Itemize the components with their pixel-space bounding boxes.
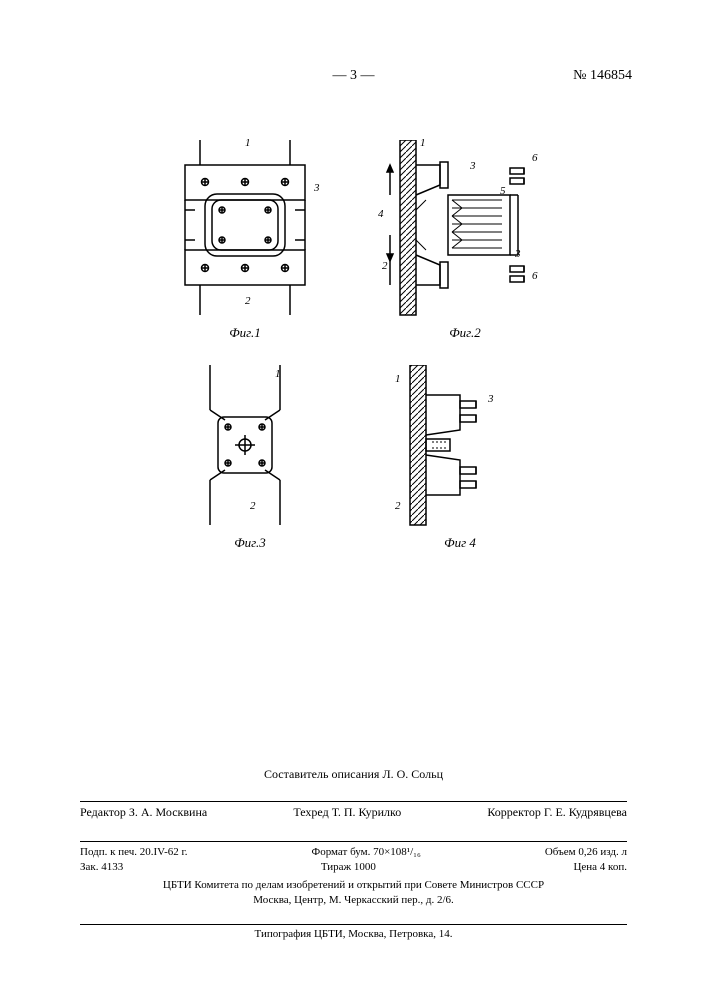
fig1-caption: Фиг.1: [200, 325, 290, 341]
fig4-caption: Фиг 4: [420, 535, 500, 551]
figures-area: 1 2 3 Фиг.1: [0, 130, 707, 590]
pub-order: Зак. 4133: [80, 860, 123, 875]
fig4-label-2: 2: [395, 500, 401, 512]
fig1-label-2: 2: [245, 295, 251, 307]
pub-format: Формат бум. 70×108¹/₁₆: [312, 845, 421, 860]
fig2-drawing: [370, 140, 550, 330]
pub-tirage: Тираж 1000: [321, 860, 376, 875]
institute-line1: ЦБТИ Комитета по делам изобретений и отк…: [80, 878, 627, 893]
fig2-label-3b: 3: [515, 248, 521, 260]
fig2-label-1: 1: [420, 137, 426, 149]
doc-number: № 146854: [573, 68, 632, 84]
fig1-label-1: 1: [245, 137, 251, 149]
fig2-caption: Фиг.2: [420, 325, 510, 341]
fig2-label-2: 2: [382, 260, 388, 272]
institute-line2: Москва, Центр, М. Черкасский пер., д. 2/…: [80, 893, 627, 908]
printer: Типография ЦБТИ, Москва, Петровка, 14.: [80, 924, 627, 940]
corrector: Корректор Г. Е. Кудрявцева: [487, 805, 627, 820]
fig3-drawing: [180, 365, 310, 535]
fig2-label-6a: 6: [532, 152, 538, 164]
fig2-label-4: 4: [378, 208, 384, 220]
fig4-label-1: 1: [395, 373, 401, 385]
fig3-label-2: 2: [250, 500, 256, 512]
credits-row: Редактор З. А. Москвина Техред Т. П. Кур…: [80, 801, 627, 820]
fig2-label-5: 5: [500, 185, 506, 197]
pub-date: Подп. к печ. 20.IV-62 г.: [80, 845, 188, 860]
fig2-label-6b: 6: [532, 270, 538, 282]
institute: ЦБТИ Комитета по делам изобретений и отк…: [80, 878, 627, 908]
techred: Техред Т. П. Курилко: [293, 805, 401, 820]
pub-price: Цена 4 коп.: [573, 860, 627, 875]
pub-volume: Объем 0,26 изд. л: [545, 845, 627, 860]
editor: Редактор З. А. Москвина: [80, 805, 207, 820]
fig2-label-3: 3: [470, 160, 476, 172]
pubinfo: Подп. к печ. 20.IV-62 г. Формат бум. 70×…: [80, 841, 627, 875]
fig4-label-3: 3: [488, 393, 494, 405]
compiler-line: Составитель описания Л. О. Сольц: [0, 767, 707, 782]
fig3-caption: Фиг.3: [210, 535, 290, 551]
fig1-label-3: 3: [314, 182, 320, 194]
fig3-label-1: 1: [275, 368, 281, 380]
